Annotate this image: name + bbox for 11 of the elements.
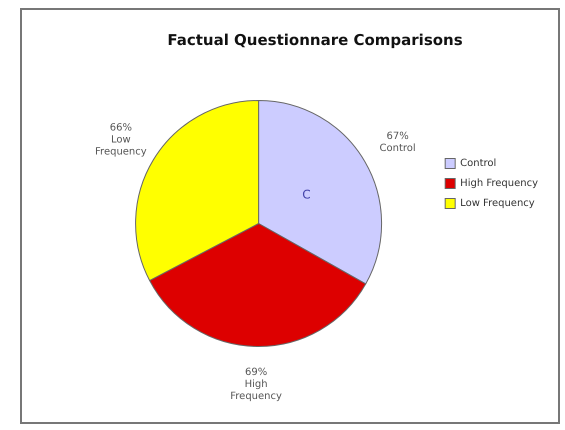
- legend-label: High Frequency: [460, 178, 538, 190]
- slice-label: Low Frequency: [95, 134, 147, 158]
- data-label: 69%: [244, 367, 268, 378]
- data-label: 66%: [110, 122, 132, 134]
- slice-label: High Frequency: [230, 379, 282, 402]
- text: C: [302, 188, 311, 202]
- legend-label: Low Frequency: [460, 198, 535, 210]
- chart-title: Factual Questionnare Comparisons: [167, 30, 463, 49]
- data-label: 67%: [386, 130, 409, 142]
- legend-label: Control: [460, 158, 496, 170]
- slice-label: Control: [380, 142, 416, 154]
